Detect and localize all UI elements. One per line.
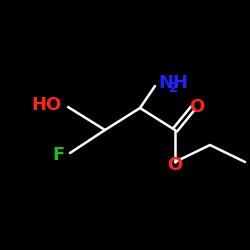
Text: F: F	[53, 146, 65, 164]
Text: HO: HO	[32, 96, 62, 114]
Text: 2: 2	[169, 81, 178, 95]
Text: O: O	[168, 156, 182, 174]
Text: O: O	[190, 98, 204, 116]
Text: NH: NH	[158, 74, 188, 92]
